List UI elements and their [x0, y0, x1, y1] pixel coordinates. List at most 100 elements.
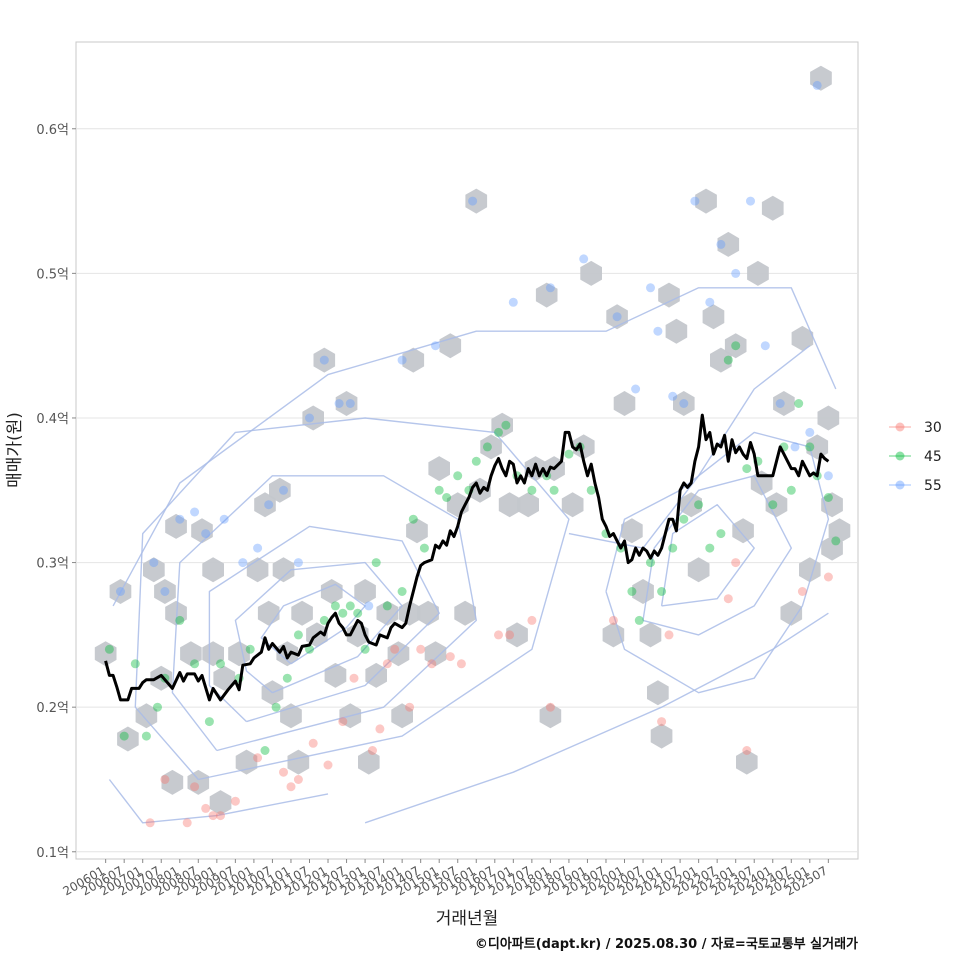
point-30: [427, 659, 437, 669]
point-45: [371, 558, 381, 568]
point-45: [549, 485, 559, 495]
point-30: [657, 717, 667, 727]
point-45: [397, 587, 407, 596]
density-contour: [364, 612, 829, 824]
point-30: [286, 782, 296, 792]
point-45: [153, 702, 162, 712]
point-45: [564, 449, 574, 459]
density-contour: [260, 583, 366, 665]
point-45: [330, 601, 340, 611]
point-55: [160, 587, 170, 596]
point-45: [657, 587, 667, 596]
hexbin-cell: [94, 641, 117, 667]
point-45: [679, 514, 689, 524]
hexbin-cell: [180, 641, 202, 667]
hexbin-cell: [150, 665, 173, 691]
point-55: [293, 558, 303, 568]
legend-key-point: [895, 480, 905, 490]
hexbin-cell: [650, 723, 673, 749]
point-45: [434, 485, 444, 495]
point-45: [293, 630, 303, 640]
point-45: [360, 644, 370, 654]
point-45: [586, 485, 596, 495]
point-55: [805, 427, 815, 437]
hexbin-cell: [465, 188, 488, 214]
point-30: [293, 775, 303, 784]
point-45: [805, 442, 815, 452]
point-30: [216, 811, 225, 821]
point-30: [253, 753, 263, 763]
point-55: [253, 543, 263, 553]
hexbin-cell: [747, 260, 769, 286]
point-30: [527, 615, 537, 625]
point-45: [382, 601, 392, 611]
point-55: [631, 384, 641, 394]
point-55: [397, 355, 407, 365]
density-contour: [605, 431, 830, 694]
point-45: [482, 442, 492, 452]
hexbin-cell: [680, 492, 702, 518]
point-55: [508, 297, 518, 307]
point-55: [823, 471, 833, 481]
hexbin-cell: [202, 641, 224, 667]
point-55: [305, 413, 314, 423]
point-30: [382, 659, 392, 669]
y-tick-label: 0.5억: [36, 267, 69, 282]
point-55: [716, 239, 726, 249]
point-30: [545, 702, 555, 712]
point-45: [731, 341, 741, 351]
point-55: [279, 485, 288, 495]
point-45: [104, 644, 114, 654]
scatter-point-layer: [104, 80, 841, 828]
point-30: [823, 572, 833, 582]
hexbin-cell: [161, 769, 184, 795]
point-55: [690, 196, 700, 206]
point-30: [445, 652, 455, 662]
hexbin-cell: [647, 680, 669, 706]
density-contour: [642, 475, 792, 636]
hexbin-cell: [572, 434, 595, 460]
point-30: [494, 630, 503, 640]
hexbin-cell: [202, 557, 224, 583]
density-contour: [208, 525, 440, 723]
legend-label: 55: [924, 478, 942, 494]
point-45: [408, 514, 418, 524]
point-45: [216, 659, 225, 669]
point-45: [501, 420, 511, 430]
point-30: [349, 673, 359, 683]
hexbin-cell: [673, 391, 695, 416]
point-45: [494, 427, 503, 437]
hexbin-cell: [724, 333, 747, 359]
legend-key-point: [895, 451, 905, 461]
point-55: [219, 514, 229, 524]
hexbin-cell: [406, 518, 428, 544]
point-30: [368, 746, 377, 755]
hexbin-cell: [761, 195, 784, 221]
hexbin-cell: [580, 260, 602, 286]
hexbin-cell: [687, 557, 710, 583]
hexbin-cell: [313, 347, 336, 373]
point-55: [646, 283, 655, 293]
point-30: [731, 558, 741, 568]
legend-label: 30: [924, 420, 942, 436]
hexbin-cell: [535, 282, 558, 308]
hexbin-cell: [154, 579, 176, 604]
hexbin-cell: [213, 665, 236, 691]
point-55: [653, 326, 663, 336]
hexbin-cell: [639, 622, 662, 648]
point-30: [338, 717, 348, 727]
point-55: [364, 601, 374, 611]
point-45: [742, 464, 752, 474]
hexbin-cell: [791, 325, 814, 351]
hexbin-cell: [736, 749, 758, 775]
point-30: [723, 594, 733, 604]
point-55: [190, 507, 200, 517]
hexbin-cell: [765, 492, 788, 518]
point-55: [812, 80, 822, 90]
hexbin-cell: [117, 726, 139, 752]
hexbin-cell: [165, 600, 187, 626]
hexbin-cell: [291, 600, 313, 626]
hexbin-cell: [702, 304, 725, 330]
trend-line-layer: [104, 413, 830, 702]
hexbin-cell: [254, 492, 276, 518]
